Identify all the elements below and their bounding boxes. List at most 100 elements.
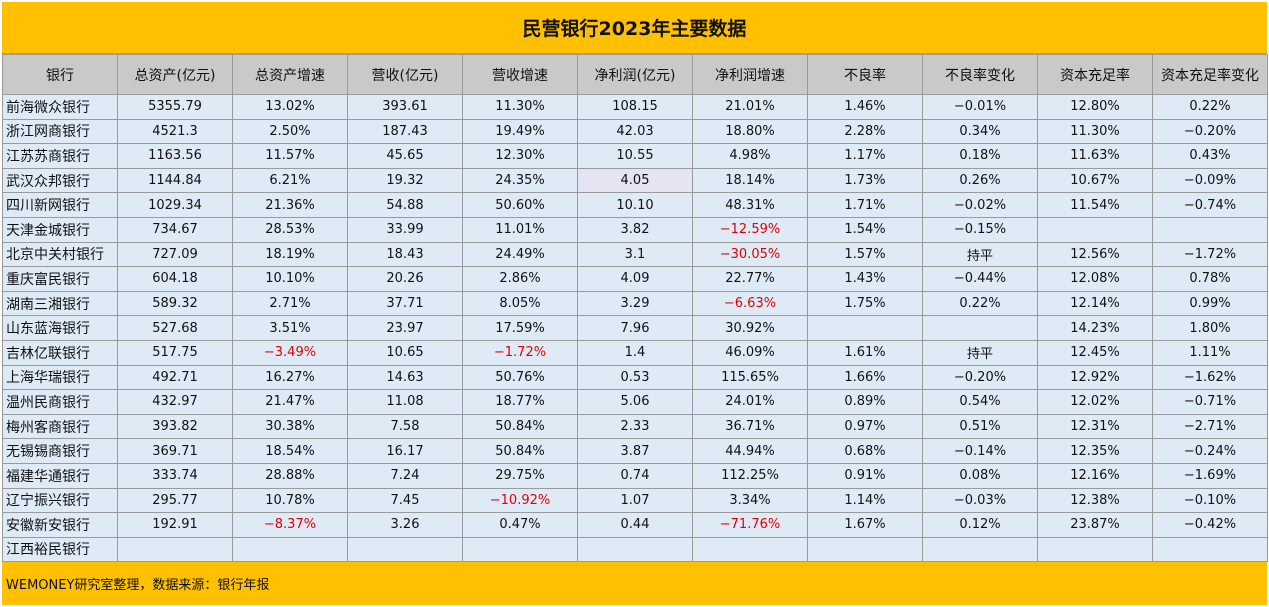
table-cell[interactable] (232, 536, 348, 563)
table-cell[interactable]: 21.47% (232, 389, 348, 415)
table-cell[interactable]: 16.27% (232, 364, 348, 391)
table-cell[interactable]: 20.26 (347, 266, 463, 292)
table-cell[interactable]: 12.92% (1037, 364, 1153, 391)
table-cell[interactable] (117, 536, 233, 563)
table-cell[interactable]: 112.25% (692, 462, 808, 489)
table-cell[interactable]: 0.34% (922, 118, 1038, 145)
table-cell[interactable]: 2.71% (232, 290, 348, 317)
table-cell[interactable]: 4.09 (577, 266, 693, 292)
table-cell[interactable] (922, 315, 1038, 341)
table-cell[interactable]: 4521.3 (117, 118, 233, 145)
table-cell[interactable]: 115.65% (692, 364, 808, 391)
table-cell[interactable]: −0.42% (1152, 512, 1268, 538)
table-cell[interactable]: 0.08% (922, 462, 1038, 489)
table-cell[interactable]: 393.82 (117, 413, 233, 440)
table-cell[interactable]: 12.16% (1037, 462, 1153, 489)
table-cell[interactable]: 16.17 (347, 438, 463, 464)
column-header[interactable]: 净利润(亿元) (577, 54, 693, 95)
table-cell[interactable] (1152, 216, 1268, 243)
bank-name-cell[interactable]: 重庆富民银行 (2, 266, 118, 292)
table-cell[interactable]: 11.30% (462, 94, 578, 120)
table-cell[interactable]: 0.22% (922, 290, 1038, 317)
table-cell[interactable]: −0.20% (922, 364, 1038, 391)
table-cell[interactable]: 3.26 (347, 512, 463, 538)
table-cell[interactable]: 192.91 (117, 512, 233, 538)
table-cell[interactable]: 7.45 (347, 487, 463, 514)
table-cell[interactable] (922, 536, 1038, 563)
table-cell[interactable]: 187.43 (347, 118, 463, 145)
table-cell[interactable]: 1.11% (1152, 339, 1268, 366)
bank-name-cell[interactable]: 山东蓝海银行 (2, 315, 118, 341)
table-cell[interactable]: 21.36% (232, 192, 348, 218)
table-cell[interactable]: 50.84% (462, 413, 578, 440)
table-cell[interactable]: 42.03 (577, 118, 693, 145)
bank-name-cell[interactable]: 江西裕民银行 (2, 536, 118, 563)
table-cell[interactable]: 734.67 (117, 216, 233, 243)
column-header[interactable]: 营收增速 (462, 54, 578, 95)
table-cell[interactable]: 11.63% (1037, 143, 1153, 169)
table-cell[interactable]: 1.57% (807, 241, 923, 268)
table-cell[interactable]: 11.08 (347, 389, 463, 415)
table-cell[interactable]: 2.33 (577, 413, 693, 440)
table-cell[interactable]: 589.32 (117, 290, 233, 317)
table-cell[interactable]: 12.45% (1037, 339, 1153, 366)
table-cell[interactable]: 18.19% (232, 241, 348, 268)
bank-name-cell[interactable]: 无锡锡商银行 (2, 438, 118, 464)
table-cell[interactable]: 1.17% (807, 143, 923, 169)
table-cell[interactable]: 0.12% (922, 512, 1038, 538)
table-cell[interactable]: 5.06 (577, 389, 693, 415)
table-cell[interactable]: 0.68% (807, 438, 923, 464)
table-cell[interactable]: 12.14% (1037, 290, 1153, 317)
table-cell[interactable]: 24.01% (692, 389, 808, 415)
table-cell[interactable]: 2.28% (807, 118, 923, 145)
column-header[interactable]: 银行 (2, 54, 118, 95)
table-cell[interactable]: 0.74 (577, 462, 693, 489)
table-cell[interactable]: 492.71 (117, 364, 233, 391)
table-cell[interactable] (1037, 216, 1153, 243)
table-cell[interactable]: 1.54% (807, 216, 923, 243)
table-cell[interactable]: 18.77% (462, 389, 578, 415)
table-cell[interactable]: 18.14% (692, 167, 808, 194)
table-cell[interactable] (1037, 536, 1153, 563)
table-cell[interactable]: 604.18 (117, 266, 233, 292)
table-cell[interactable] (807, 536, 923, 563)
table-cell[interactable]: 12.80% (1037, 94, 1153, 120)
table-cell[interactable]: 6.21% (232, 167, 348, 194)
table-cell[interactable]: 28.53% (232, 216, 348, 243)
table-cell[interactable] (692, 536, 808, 563)
table-cell[interactable]: 10.78% (232, 487, 348, 514)
table-cell[interactable]: 12.38% (1037, 487, 1153, 514)
table-cell[interactable]: 23.97 (347, 315, 463, 341)
table-cell[interactable]: −0.01% (922, 94, 1038, 120)
table-cell[interactable]: 0.51% (922, 413, 1038, 440)
table-cell[interactable]: 0.89% (807, 389, 923, 415)
table-cell[interactable]: 4.05 (577, 167, 693, 194)
table-cell[interactable]: 48.31% (692, 192, 808, 218)
column-header[interactable]: 不良率 (807, 54, 923, 95)
table-cell[interactable]: 1.80% (1152, 315, 1268, 341)
table-cell[interactable]: 12.02% (1037, 389, 1153, 415)
table-cell[interactable]: 0.91% (807, 462, 923, 489)
table-cell[interactable]: −0.09% (1152, 167, 1268, 194)
table-cell[interactable]: 2.50% (232, 118, 348, 145)
table-cell[interactable]: 3.51% (232, 315, 348, 341)
table-cell[interactable]: 1.61% (807, 339, 923, 366)
table-cell[interactable]: 0.18% (922, 143, 1038, 169)
table-cell[interactable]: 10.67% (1037, 167, 1153, 194)
table-cell[interactable]: −8.37% (232, 512, 348, 538)
bank-name-cell[interactable]: 天津金城银行 (2, 216, 118, 243)
table-cell[interactable]: 3.82 (577, 216, 693, 243)
table-cell[interactable]: 1.73% (807, 167, 923, 194)
table-cell[interactable]: 1.07 (577, 487, 693, 514)
table-cell[interactable]: 50.60% (462, 192, 578, 218)
table-cell[interactable] (577, 536, 693, 563)
table-cell[interactable]: −0.03% (922, 487, 1038, 514)
table-cell[interactable]: 1.67% (807, 512, 923, 538)
bank-name-cell[interactable]: 辽宁振兴银行 (2, 487, 118, 514)
table-cell[interactable]: 333.74 (117, 462, 233, 489)
table-cell[interactable]: 24.49% (462, 241, 578, 268)
table-cell[interactable] (1152, 536, 1268, 563)
table-cell[interactable]: −2.71% (1152, 413, 1268, 440)
table-cell[interactable]: 1.66% (807, 364, 923, 391)
table-cell[interactable]: 18.43 (347, 241, 463, 268)
